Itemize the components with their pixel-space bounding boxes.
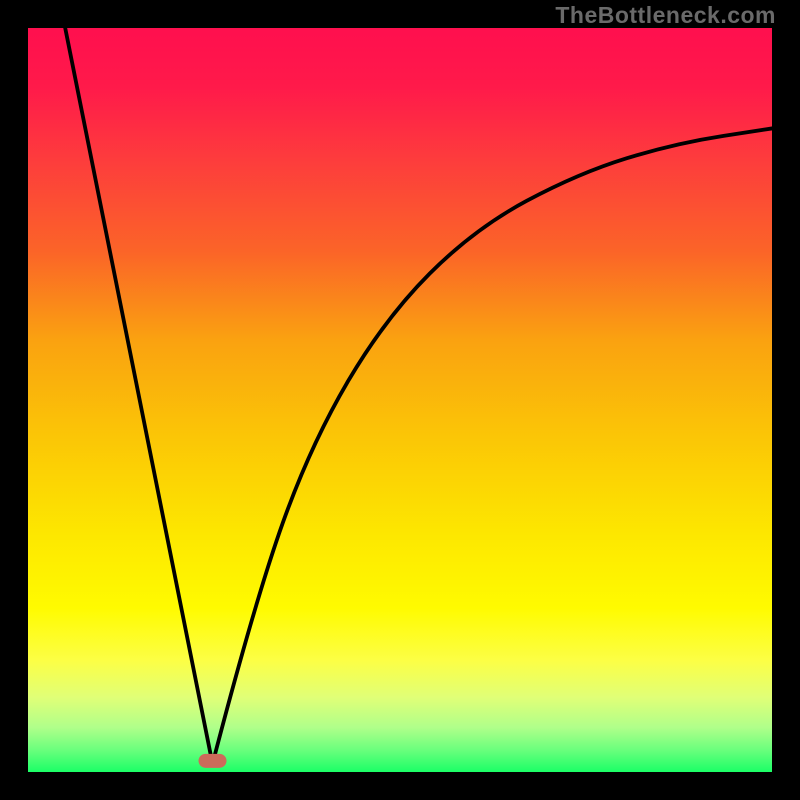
bottleneck-chart (0, 0, 800, 800)
watermark-text: TheBottleneck.com (555, 2, 776, 29)
vertex-marker (199, 754, 227, 768)
